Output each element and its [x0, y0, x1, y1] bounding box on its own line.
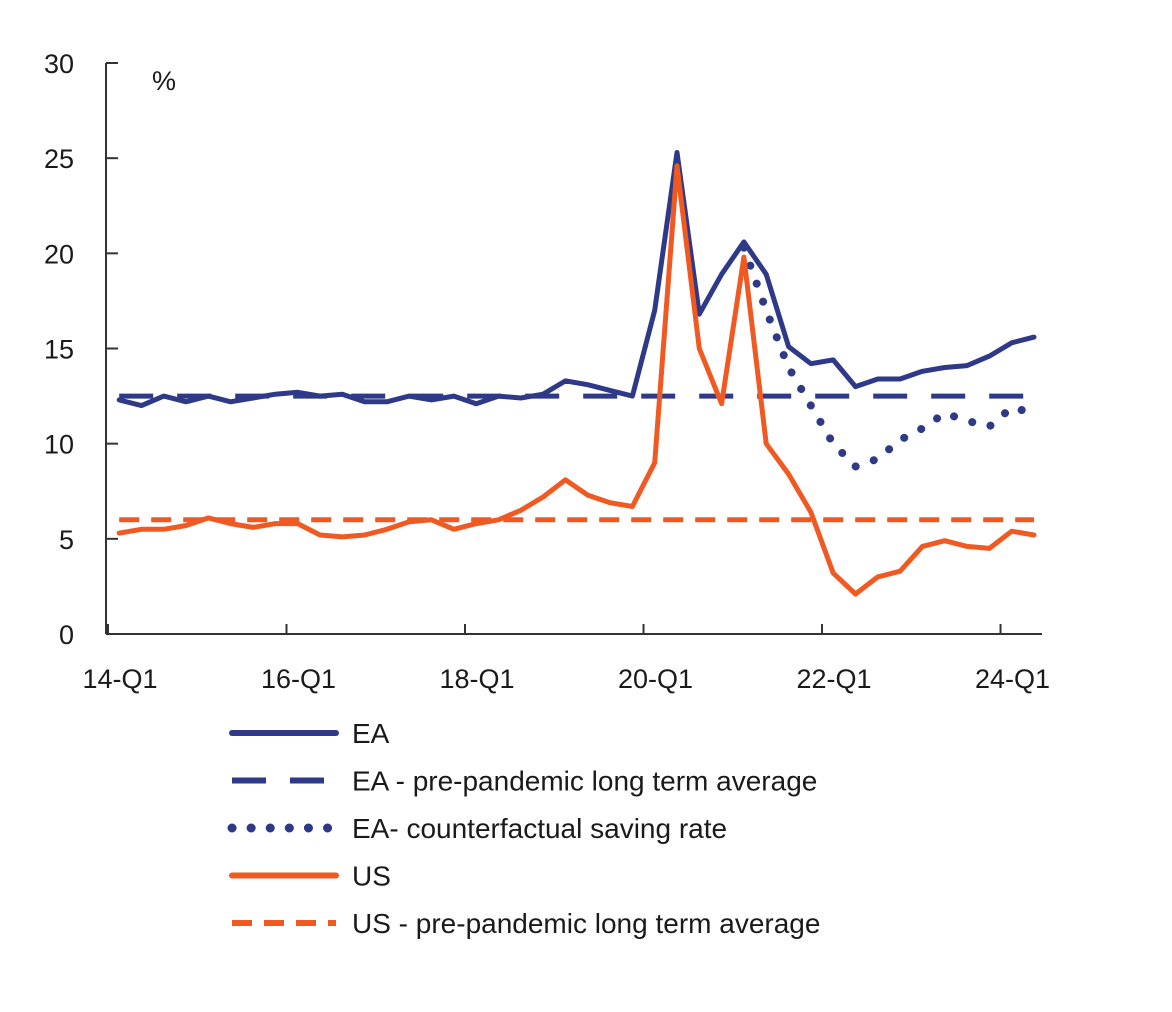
- legend-label-3: US: [352, 861, 391, 892]
- x-tick-label: 22-Q1: [797, 664, 872, 694]
- legend-label-4: US - pre-pandemic long term average: [352, 908, 820, 939]
- series-line-ea_cf: [739, 243, 1038, 471]
- y-tick-label: 25: [44, 144, 74, 174]
- y-tick-label: 10: [44, 430, 74, 460]
- x-tick-label: 16-Q1: [261, 664, 336, 694]
- legend-label-1: EA - pre-pandemic long term average: [352, 766, 817, 797]
- x-tick-label: 24-Q1: [975, 664, 1050, 694]
- y-tick-label: 30: [44, 49, 74, 79]
- series-group: [116, 150, 1038, 597]
- x-tick-label: 20-Q1: [618, 664, 693, 694]
- y-tick-label: 5: [59, 525, 74, 555]
- legend: EA EA - pre-pandemic long term average EA-…: [227, 718, 820, 939]
- y-tick-label: 20: [44, 239, 74, 269]
- y-axis-unit-label: %: [152, 66, 176, 96]
- series-line-ea: [116, 150, 1037, 409]
- legend-label-2: EA- counterfactual saving rate: [352, 813, 727, 844]
- x-tick-label: 14-Q1: [82, 664, 157, 694]
- y-tick-label: 15: [44, 335, 74, 365]
- axes-group: 0 5 10 15 20 25 30% 14-Q1 16-Q1 18-Q1 20-Q1 22-Q1 24…: [44, 49, 1050, 694]
- series-line-us: [116, 163, 1037, 597]
- y-tick-label: 0: [59, 620, 74, 650]
- legend-label-0: EA: [352, 718, 390, 749]
- x-tick-label: 18-Q1: [439, 664, 514, 694]
